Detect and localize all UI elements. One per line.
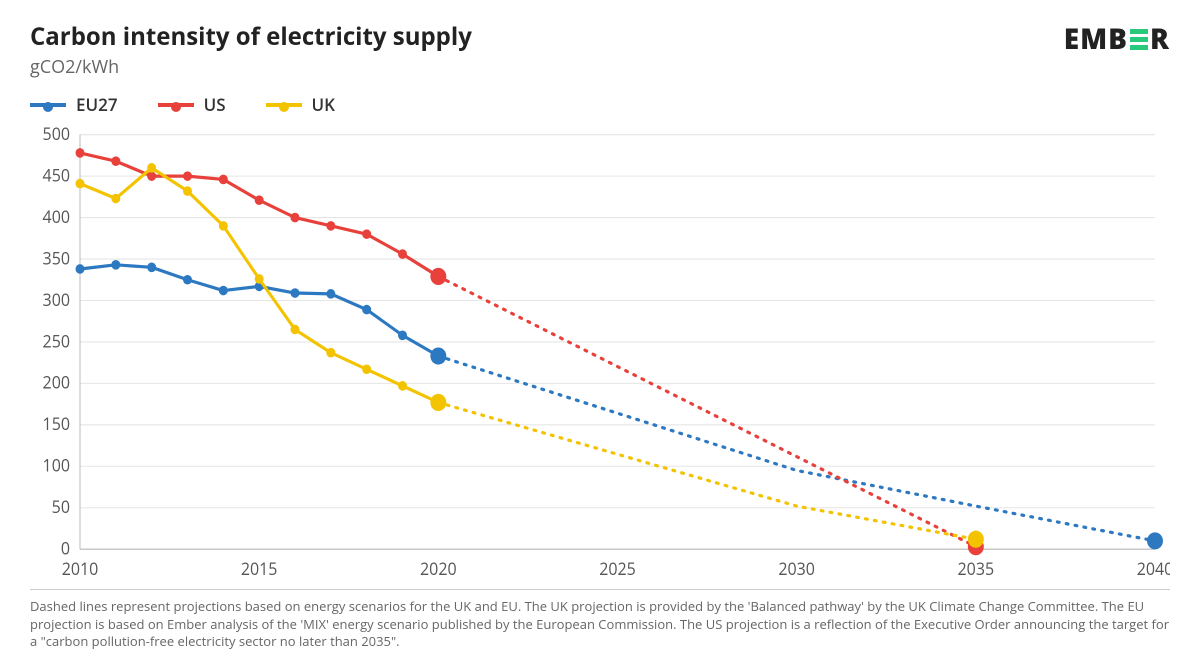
data-point (398, 381, 407, 391)
y-tick-label: 100 (43, 453, 70, 477)
data-point (291, 325, 300, 335)
data-point (147, 263, 156, 273)
data-point-highlight (1147, 532, 1163, 549)
y-tick-label: 400 (43, 204, 70, 228)
data-point (362, 229, 371, 239)
logo-bars-icon (1130, 29, 1148, 50)
data-point (76, 148, 85, 158)
series-line (80, 153, 438, 277)
data-point (291, 213, 300, 223)
title-block: Carbon intensity of electricity supply g… (30, 20, 472, 79)
data-point (362, 364, 371, 374)
logo-text-right: R (1150, 20, 1170, 58)
y-tick-label: 150 (43, 412, 70, 436)
legend-swatch (158, 103, 194, 107)
legend-swatch (30, 103, 66, 107)
x-tick-label: 2030 (778, 556, 815, 580)
legend-item: UK (266, 93, 335, 116)
page-subtitle: gCO2/kWh (30, 55, 472, 79)
data-point (291, 288, 300, 298)
ember-logo: EMB R (1064, 20, 1170, 58)
legend: EU27 US UK (30, 93, 1170, 116)
x-tick-label: 2010 (62, 556, 99, 580)
data-point (76, 264, 85, 274)
data-point (111, 260, 120, 270)
data-point-highlight (430, 394, 446, 411)
x-tick-label: 2025 (599, 556, 636, 580)
data-point-highlight (430, 268, 446, 285)
data-point (183, 275, 192, 285)
y-tick-label: 450 (43, 163, 70, 187)
page-title: Carbon intensity of electricity supply (30, 20, 472, 53)
data-point-highlight (430, 347, 446, 364)
page-container: Carbon intensity of electricity supply g… (0, 0, 1200, 666)
logo-text-left: EMB (1064, 20, 1128, 58)
x-tick-label: 2035 (958, 556, 995, 580)
legend-item: EU27 (30, 93, 118, 116)
line-chart: 0501001502002503003504004505002010201520… (30, 124, 1170, 583)
x-tick-label: 2015 (241, 556, 278, 580)
data-point-highlight (968, 531, 984, 548)
legend-label: EU27 (76, 93, 118, 116)
y-tick-label: 500 (43, 124, 70, 145)
data-point (362, 305, 371, 315)
x-tick-label: 2020 (420, 556, 457, 580)
data-point (183, 186, 192, 196)
legend-label: US (204, 93, 226, 116)
data-point (398, 249, 407, 259)
footnote: Dashed lines represent projections based… (30, 589, 1170, 651)
y-tick-label: 50 (52, 494, 70, 518)
data-point (326, 348, 335, 358)
data-point (326, 289, 335, 299)
data-point (398, 330, 407, 340)
data-point (219, 286, 228, 296)
legend-label: UK (312, 93, 335, 116)
data-point (219, 221, 228, 231)
y-tick-label: 200 (43, 370, 70, 394)
data-point (147, 163, 156, 173)
data-point (111, 194, 120, 204)
chart-area: 0501001502002503003504004505002010201520… (30, 124, 1170, 583)
data-point (255, 195, 264, 205)
y-tick-label: 350 (43, 246, 70, 270)
data-point (147, 171, 156, 181)
data-point (255, 274, 264, 284)
data-point (326, 221, 335, 231)
data-point (183, 171, 192, 181)
y-tick-label: 250 (43, 329, 70, 353)
data-point (111, 156, 120, 166)
legend-swatch (266, 103, 302, 107)
series-projection (438, 402, 976, 539)
data-point (219, 175, 228, 185)
data-point (76, 179, 85, 189)
y-tick-label: 300 (43, 287, 70, 311)
header: Carbon intensity of electricity supply g… (30, 20, 1170, 79)
x-tick-label: 2040 (1137, 556, 1170, 580)
series-projection (438, 276, 976, 546)
legend-item: US (158, 93, 226, 116)
